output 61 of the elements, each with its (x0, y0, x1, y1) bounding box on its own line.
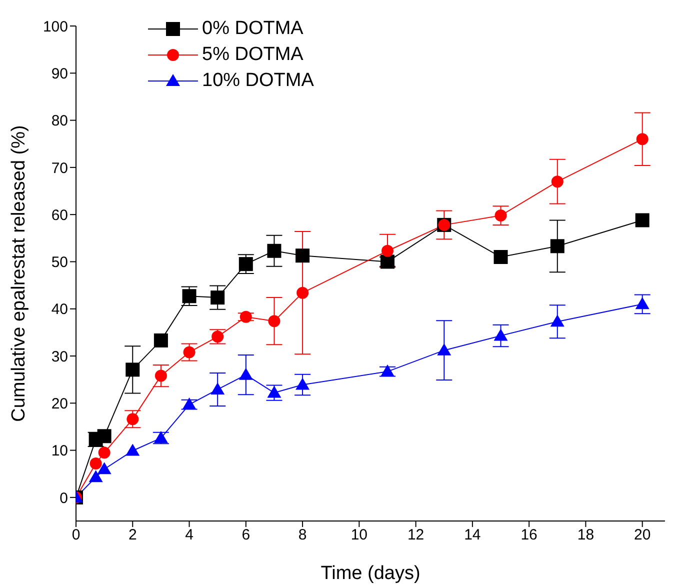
point (635, 213, 650, 228)
point (268, 315, 280, 328)
point (296, 378, 310, 390)
point (550, 239, 564, 254)
point (182, 289, 196, 304)
y-axis-title: Cumulative epalrestat released (%) (8, 125, 30, 422)
y-tick-label: 50 (51, 254, 68, 272)
point (98, 446, 110, 459)
x-tick-label: 0 (72, 526, 80, 544)
y-tick-label: 40 (51, 301, 68, 318)
point (635, 297, 650, 310)
y-tick-label: 10 (51, 442, 68, 460)
y-tick-label: 70 (51, 160, 68, 177)
point (550, 314, 564, 327)
y-tick-label: 80 (51, 112, 68, 130)
legend-label: 0% DOTMA (202, 18, 304, 40)
point (183, 346, 196, 358)
point (154, 370, 167, 382)
x-tick-label: 6 (242, 526, 250, 544)
point (437, 343, 452, 356)
point (154, 333, 168, 348)
x-tick-label: 12 (407, 526, 424, 544)
y-tick-label: 20 (51, 395, 68, 412)
point (126, 413, 139, 426)
y-tick-label: 90 (51, 65, 68, 82)
point (240, 310, 252, 323)
point (494, 250, 508, 264)
point (238, 368, 253, 380)
x-tick-label: 10 (350, 526, 368, 544)
x-tick-label: 8 (298, 526, 307, 544)
x-axis-title: Time (days) (320, 563, 420, 584)
point (636, 133, 648, 146)
point (296, 248, 310, 263)
point (238, 257, 253, 272)
point (267, 386, 282, 398)
x-tick-label: 20 (634, 526, 651, 544)
point (267, 244, 282, 258)
x-tick-label: 2 (128, 526, 137, 544)
x-tick-label: 4 (185, 526, 194, 544)
point (296, 286, 309, 299)
point (88, 470, 103, 482)
point (494, 210, 507, 222)
x-tick-label: 14 (464, 526, 481, 544)
legend-label: 10% DOTMA (202, 70, 314, 92)
point (494, 328, 508, 341)
point (210, 382, 225, 394)
y-tick-label: 60 (51, 206, 68, 224)
x-tick-label: 16 (520, 526, 538, 544)
point (90, 457, 102, 470)
x-tick-label: 18 (577, 526, 594, 544)
legend-label: 5% DOTMA (202, 44, 304, 66)
point (97, 429, 112, 444)
point (210, 290, 225, 305)
y-tick-label: 100 (42, 18, 68, 36)
y-tick-label: 0 (60, 490, 68, 507)
point (97, 462, 112, 474)
y-tick-label: 30 (51, 348, 68, 366)
point (381, 244, 394, 257)
point (551, 176, 564, 188)
point (126, 362, 140, 377)
point (126, 444, 140, 456)
